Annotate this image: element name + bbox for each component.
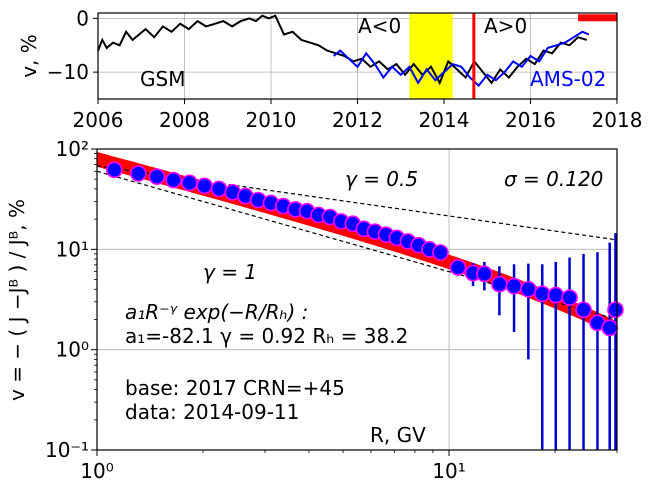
- data-point: [210, 180, 228, 198]
- data-point: [491, 275, 508, 293]
- gamma-half-label: γ = 0.5: [345, 167, 418, 191]
- data-point: [449, 259, 467, 276]
- red-bar: [578, 14, 617, 22]
- top-ticks: 2006 2008 2010 2012 2014 2016 2018 0 −10: [47, 6, 643, 132]
- top-y-tick-label: 0: [76, 6, 89, 30]
- bottom-y-tick-label: 10¹: [56, 237, 89, 261]
- gamma-one-label: γ = 1: [203, 260, 257, 284]
- a-pos-label: A>0: [484, 14, 527, 38]
- data-point: [476, 265, 493, 283]
- gsm-label: GSM: [140, 67, 185, 91]
- top-x-tick-label: 2008: [159, 108, 210, 132]
- top-y-tick-label: −10: [47, 60, 89, 84]
- data-point: [520, 280, 537, 298]
- sigma-label: σ = 0.120: [504, 167, 603, 191]
- a-neg-label: A<0: [358, 14, 401, 38]
- data-point: [533, 285, 551, 303]
- data-points: [106, 161, 624, 337]
- data-point: [547, 286, 565, 304]
- gsm-line: [97, 14, 587, 86]
- ams-line: [333, 30, 590, 88]
- bottom-x-tick-label: 10¹: [432, 459, 465, 483]
- base-text: base: 2017 CRN=+45: [125, 376, 345, 400]
- bottom-ylabel: v = − ( J −Jᴮ ) / Jᴮ, %: [5, 199, 29, 401]
- top-x-tick-label: 2006: [73, 108, 124, 132]
- data-point: [106, 161, 123, 179]
- data-point: [148, 168, 166, 185]
- top-series: [97, 14, 590, 88]
- data-point: [129, 165, 147, 182]
- data-point: [607, 301, 624, 319]
- data-point: [181, 174, 198, 192]
- data-point: [196, 177, 213, 195]
- data-point: [575, 301, 592, 319]
- data-point: [165, 171, 182, 189]
- bottom-y-tick-label: 10⁰: [56, 338, 89, 362]
- top-ylabel: v, %: [17, 34, 41, 78]
- top-x-tick-label: 2016: [505, 108, 556, 132]
- data-date-text: data: 2014-09-11: [125, 400, 299, 424]
- data-point: [432, 244, 449, 261]
- top-x-tick-label: 2010: [246, 108, 297, 132]
- top-x-tick-label: 2018: [592, 108, 643, 132]
- data-point: [561, 289, 578, 306]
- bottom-y-tick-label: 10²: [56, 137, 89, 161]
- bottom-x-tick-label: 10⁰: [80, 459, 113, 483]
- top-panel: 2006 2008 2010 2012 2014 2016 2018 0 −10 GSM A<0…: [17, 6, 642, 132]
- top-x-tick-label: 2012: [332, 108, 383, 132]
- ams-label: AMS-02: [530, 67, 606, 91]
- bottom-y-tick-label: 10⁻¹: [45, 438, 89, 462]
- bottom-frame: [96, 148, 618, 451]
- fit-params: a₁=-82.1 γ = 0.92 Rₕ = 38.2: [125, 324, 408, 348]
- top-x-tick-label: 2014: [419, 108, 470, 132]
- data-point: [505, 277, 523, 295]
- data-point: [601, 319, 618, 337]
- polarity-band: [409, 13, 453, 99]
- bottom-xlabel: R, GV: [370, 423, 426, 447]
- fit-formula: a₁R⁻ᵞ exp(−R/Rₕ) :: [125, 300, 308, 324]
